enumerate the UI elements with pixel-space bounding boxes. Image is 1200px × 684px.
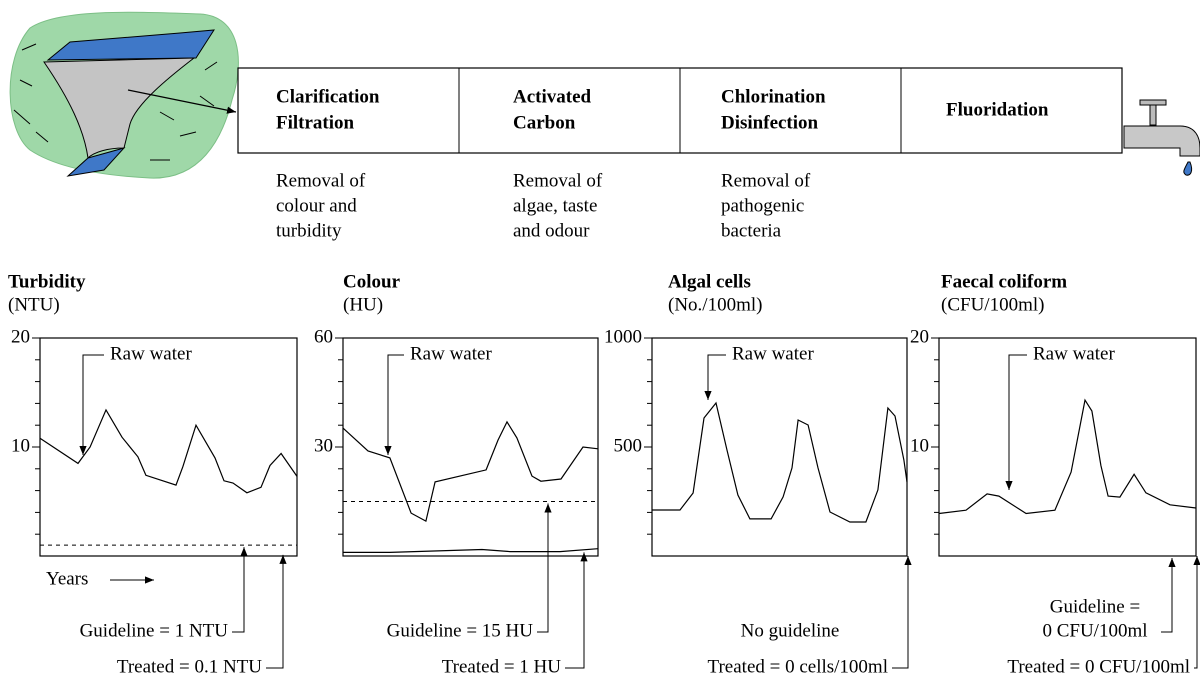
chart-unit: (HU) bbox=[343, 294, 383, 315]
chart-unit: (CFU/100ml) bbox=[941, 294, 1044, 315]
step-description: algae, taste bbox=[513, 195, 597, 216]
reservoir-illustration bbox=[9, 11, 239, 179]
y-tick-label: 500 bbox=[614, 435, 643, 456]
plot-frame bbox=[342, 337, 599, 557]
guideline-arrow bbox=[232, 547, 248, 633]
chart: Algal cells(No./100ml) 500 1000 Raw water Tr… bbox=[604, 271, 912, 677]
y-tick-label: 20 bbox=[910, 326, 929, 347]
chart-title: Turbidity bbox=[8, 271, 86, 292]
y-tick-label: 60 bbox=[314, 326, 333, 347]
step-title: Clarification bbox=[276, 86, 380, 107]
raw-arrow bbox=[1005, 354, 1027, 490]
raw-arrow bbox=[384, 354, 404, 455]
step-description: Removal of bbox=[513, 170, 603, 191]
raw-line bbox=[938, 398, 1197, 515]
step-description: Removal of bbox=[721, 170, 811, 191]
treated-label: Treated = 0.1 NTU bbox=[117, 656, 262, 677]
series-label: Raw water bbox=[732, 343, 814, 364]
step-title: Activated bbox=[513, 86, 592, 107]
step-title: Chlorination bbox=[721, 86, 826, 107]
y-tick-label: 20 bbox=[11, 326, 30, 347]
treated-arrow bbox=[565, 552, 588, 669]
treated-label: Treated = 0 cells/100ml bbox=[708, 656, 888, 677]
treated-arrow bbox=[266, 554, 287, 669]
chart: Faecal coliform(CFU/100ml) 10 20 Raw water T… bbox=[910, 271, 1200, 677]
step-title: Disinfection bbox=[721, 112, 819, 133]
raw-line bbox=[652, 401, 908, 523]
tap-icon bbox=[1123, 99, 1200, 176]
step-description: and odour bbox=[513, 220, 590, 241]
process-boxes bbox=[237, 67, 1123, 154]
step-title: Carbon bbox=[513, 112, 576, 133]
chart-title: Faecal coliform bbox=[941, 271, 1067, 292]
y-tick-label: 30 bbox=[314, 435, 333, 456]
guideline-label: Guideline = 1 NTU bbox=[80, 620, 229, 641]
step-description: Removal of bbox=[276, 170, 366, 191]
guideline-arrow bbox=[537, 503, 552, 633]
y-tick-label: 10 bbox=[910, 435, 929, 456]
step-title: Fluoridation bbox=[946, 99, 1049, 120]
treated-line bbox=[343, 548, 599, 553]
series-label: Raw water bbox=[1033, 343, 1115, 364]
chart-title: Algal cells bbox=[668, 271, 751, 292]
step-description: bacteria bbox=[721, 220, 782, 241]
chart-unit: (No./100ml) bbox=[668, 294, 762, 315]
plot-frame bbox=[39, 337, 298, 557]
step-title: Filtration bbox=[276, 112, 355, 133]
chart-title: Colour bbox=[343, 271, 401, 292]
treated-label: Treated = 1 HU bbox=[442, 656, 562, 677]
chart: Colour(HU) 30 60 Raw water Treated = 1 HU Gui… bbox=[314, 271, 599, 677]
plot-frame bbox=[938, 337, 1197, 557]
treated-label: Treated = 0 CFU/100ml bbox=[1007, 656, 1190, 677]
series-label: Raw water bbox=[110, 343, 192, 364]
chart-unit: (NTU) bbox=[8, 294, 60, 315]
y-tick-label: 10 bbox=[11, 435, 30, 456]
raw-line bbox=[39, 408, 298, 494]
raw-arrow bbox=[79, 354, 104, 455]
guideline-label: Guideline = 15 HU bbox=[387, 620, 534, 641]
guideline-label: Guideline = bbox=[1050, 596, 1140, 617]
plot-frame bbox=[651, 337, 908, 557]
raw-line bbox=[342, 420, 599, 523]
guideline-label: No guideline bbox=[741, 620, 840, 641]
treated-arrow bbox=[892, 556, 912, 669]
x-axis-label: Years bbox=[46, 568, 88, 589]
raw-arrow bbox=[704, 354, 726, 400]
step-description: pathogenic bbox=[721, 195, 804, 216]
chart: Turbidity(NTU) 10 20 Raw water Treated = 0.1… bbox=[8, 271, 298, 677]
step-description: colour and bbox=[276, 195, 357, 216]
treated-arrow bbox=[1193, 556, 1200, 669]
series-label: Raw water bbox=[410, 343, 492, 364]
guideline-label: 0 CFU/100ml bbox=[1042, 620, 1147, 641]
y-tick-label: 1000 bbox=[604, 326, 642, 347]
content: Clarification Filtration Removal of colour … bbox=[8, 86, 1200, 677]
step-description: turbidity bbox=[276, 220, 342, 241]
guideline-arrow bbox=[1161, 558, 1176, 633]
